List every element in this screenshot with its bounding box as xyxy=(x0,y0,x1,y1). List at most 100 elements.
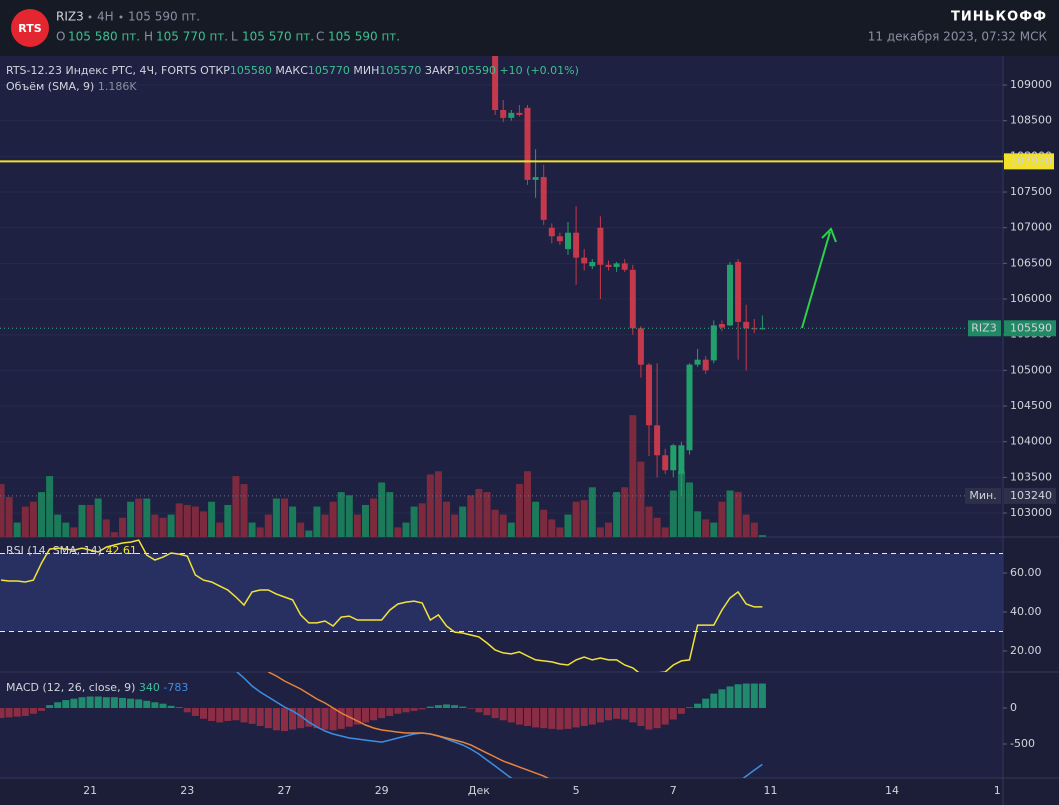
volume-bar xyxy=(167,514,175,537)
candle-body xyxy=(565,232,571,250)
histogram-bar xyxy=(410,708,418,711)
candle-body xyxy=(654,425,661,456)
histogram-bar xyxy=(329,708,337,731)
volume-bar xyxy=(289,506,297,537)
min-value: 103240 xyxy=(1010,489,1052,502)
histogram-bar xyxy=(297,708,305,729)
volume-bar xyxy=(78,504,86,537)
rsi-line xyxy=(0,539,763,672)
volume-bar xyxy=(305,530,313,537)
candle-body xyxy=(735,261,742,322)
x-tick-label: 29 xyxy=(375,784,389,797)
histogram-bar xyxy=(742,683,750,709)
candle-body xyxy=(678,445,685,474)
macd-line xyxy=(235,672,763,778)
candle-body xyxy=(500,109,507,118)
volume-bar xyxy=(143,498,151,537)
histogram-bar xyxy=(532,708,540,728)
histogram-bar xyxy=(248,708,256,724)
candle-body xyxy=(629,269,636,329)
histogram-bar xyxy=(289,708,297,730)
histogram-bar xyxy=(5,708,13,718)
histogram-bar xyxy=(515,708,523,725)
volume-bar xyxy=(127,501,135,537)
histogram-bar xyxy=(362,708,369,723)
volume-bar xyxy=(459,506,467,537)
candle-body xyxy=(646,364,652,426)
histogram-bar xyxy=(127,698,135,709)
volume-bar xyxy=(694,511,702,537)
volume-bar xyxy=(159,517,167,537)
volume-bar xyxy=(596,527,604,537)
header-bg xyxy=(0,0,1059,56)
volume-bar xyxy=(256,527,264,537)
logo-text: RTS xyxy=(18,22,41,35)
rsi-name: RSI (14, SMA, 14) xyxy=(6,544,102,557)
volume-bar xyxy=(532,501,540,537)
y-tick-label: 20.00 xyxy=(1010,644,1042,657)
volume-bar xyxy=(208,501,216,537)
histogram-bar xyxy=(337,708,345,729)
histogram-bar xyxy=(70,698,78,709)
volume-bar xyxy=(21,506,29,537)
histogram-bar xyxy=(702,698,710,709)
header-ohlc: O 105 580 пт. H 105 770 пт. L 105 570 пт… xyxy=(56,30,400,44)
candle-body xyxy=(556,236,563,242)
histogram-bar xyxy=(46,705,54,709)
y-tick-label: 106500 xyxy=(1010,256,1052,269)
histogram-bar xyxy=(443,704,450,709)
histogram-bar xyxy=(94,696,102,709)
volume-bar xyxy=(200,511,207,537)
ohlc-label: МАКС xyxy=(275,64,308,77)
histogram-bar xyxy=(0,708,5,719)
volume-bar xyxy=(686,482,693,537)
rsi-pane xyxy=(0,539,1003,672)
dot xyxy=(88,15,92,19)
histogram-bar xyxy=(564,708,572,729)
volume-bar xyxy=(370,498,378,537)
histogram-bar xyxy=(159,703,167,709)
volume-bar xyxy=(621,487,629,537)
ohlc-value: 105 770 пт. xyxy=(156,30,228,44)
y-tick-label: 108500 xyxy=(1010,114,1052,127)
volume-bar xyxy=(191,506,199,537)
histogram-bar xyxy=(499,708,507,721)
ohlc-label: ОТКР xyxy=(200,64,230,77)
volume-bar xyxy=(94,498,102,537)
volume-bar xyxy=(434,471,442,537)
histogram-bar xyxy=(110,697,118,709)
volume-bar xyxy=(410,506,418,537)
volume-bar xyxy=(240,484,248,537)
volume-bar xyxy=(0,484,5,537)
ohlc-value: 105 580 пт. xyxy=(68,30,140,44)
ohlc-label: C xyxy=(316,30,324,44)
candle-body xyxy=(662,455,669,471)
histogram-bar xyxy=(62,700,70,709)
datetime: 11 декабря 2023, 07:32 МСК xyxy=(868,30,1048,44)
volume-bar xyxy=(491,509,499,537)
candle-body xyxy=(621,263,628,270)
volume-bar xyxy=(418,503,426,537)
histogram-bar xyxy=(345,708,353,727)
dot xyxy=(119,15,123,19)
candle-body xyxy=(702,359,709,371)
histogram-bar xyxy=(467,708,475,709)
y-tick-label: 40.00 xyxy=(1010,605,1042,618)
histogram-bar xyxy=(459,706,467,709)
volume-bar xyxy=(248,522,256,537)
ohlc-value: 105590 xyxy=(454,64,496,77)
histogram-bar xyxy=(580,708,588,727)
histogram-bar xyxy=(524,708,531,727)
histogram-bar xyxy=(240,708,248,723)
volume-bar xyxy=(402,522,410,537)
last-name: RIZ3 xyxy=(971,321,996,334)
histogram-bar xyxy=(661,708,669,725)
volume-bar xyxy=(507,522,515,537)
y-tick-label: 109000 xyxy=(1010,78,1052,91)
histogram-bar xyxy=(605,708,612,721)
volume-bar xyxy=(726,490,734,537)
volume-bar xyxy=(216,522,224,537)
ohlc-value: 105770 xyxy=(308,64,350,77)
volume-bar xyxy=(661,527,669,537)
